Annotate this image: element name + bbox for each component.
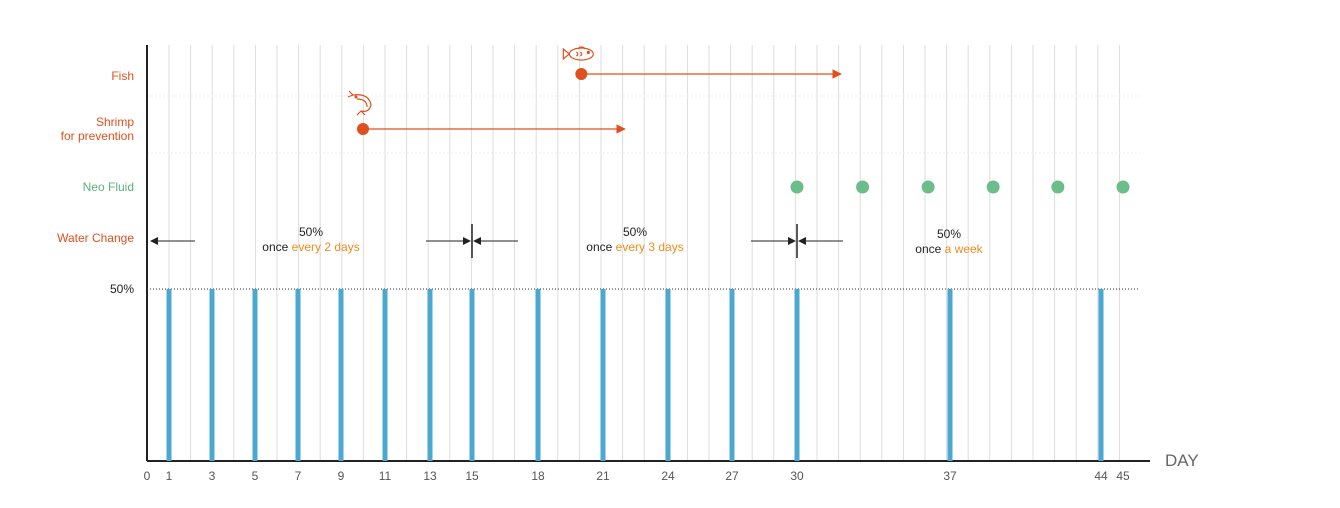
fish-icon [562,46,594,61]
annotation-phase-2-prefix: once [586,240,616,254]
x-axis-label: DAY [1165,451,1199,470]
water-change-bar [729,289,735,461]
water-change-bar [665,289,671,461]
annotation-phase-2-text: once every 3 days [565,240,705,255]
x-tick-label: 30 [790,469,804,483]
x-tick-label: 24 [661,469,675,483]
x-tick-label: 45 [1116,469,1130,483]
x-tick-label: 27 [725,469,739,483]
water-change-bar [600,289,606,461]
annotation-phase-3-pct: 50% [936,227,962,241]
water-change-bar [535,289,541,461]
annotation-phase-2-accent: every 3 days [615,240,684,254]
annotation-phase-1-text: once every 2 days [241,240,381,255]
water-change-bar [252,289,258,461]
x-tick-label: 13 [423,469,437,483]
annotation-phase-2: 50% once every 3 days [565,225,705,255]
annotation-phase-3: 50% once a week [879,227,1019,257]
x-tick-label: 3 [209,469,216,483]
water-change-bar [469,289,475,461]
water-change-bar [209,289,215,461]
x-tick-label: 15 [465,469,479,483]
water-change-bar [166,289,172,461]
annotation-phase-1-pct: 50% [298,225,324,239]
row-label-fish: Fish [111,69,134,83]
neo-fluid-dot [921,180,935,194]
annotation-phase-3-accent: a week [944,242,983,256]
water-change-bar [427,289,433,461]
water-change-bar [947,289,953,461]
shrimp-start-dot [357,123,369,135]
neo-fluid-dot [986,180,1000,194]
annotation-phase-3-prefix: once [915,242,945,256]
x-tick-label: 18 [531,469,545,483]
annotation-phase-2-pct: 50% [622,225,648,239]
water-change-bar [338,289,344,461]
x-tick-label: 21 [596,469,610,483]
x-tick-label: 11 [379,469,392,483]
annotation-phase-1-accent: every 2 days [291,240,360,254]
neo-fluid-dot [1116,180,1130,194]
x-tick-label: 9 [338,469,345,483]
annotation-phase-3-text: once a week [879,242,1019,257]
neo-fluid-dot [856,180,870,194]
row-label-water-change: Water Change [57,231,134,245]
water-change-bar [382,289,388,461]
neo-fluid-dot [790,180,804,194]
annotation-phase-1: 50% once every 2 days [241,225,381,255]
row-label-neo-fluid: Neo Fluid [82,180,134,194]
y-reference-label: 50% [109,282,134,296]
water-change-bar [794,289,800,461]
annotation-phase-1-prefix: once [262,240,292,254]
x-tick-label: 5 [252,469,259,483]
x-tick-label: 44 [1094,469,1108,483]
fish-start-dot [575,68,588,80]
x-tick-label: 37 [943,469,957,483]
water-change-bar [295,289,301,461]
x-tick-label: 1 [166,469,173,483]
row-label-shrimp-line2: for prevention [60,129,134,143]
x-tick-label: 0 [144,469,151,483]
row-label-shrimp: Shrimp for prevention [61,115,134,143]
x-tick-label: 7 [295,469,302,483]
water-change-bar [1098,289,1104,461]
shrimp-icon [347,90,372,116]
row-label-shrimp-line1: Shrimp [95,115,134,129]
neo-fluid-dot [1051,180,1065,194]
